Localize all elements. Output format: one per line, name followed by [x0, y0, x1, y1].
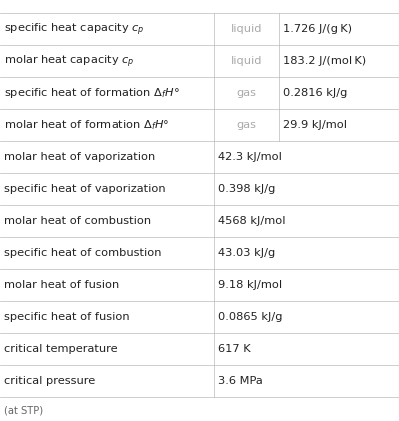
Text: 0.2816 kJ/g: 0.2816 kJ/g	[283, 88, 348, 98]
Text: gas: gas	[237, 120, 257, 130]
Text: molar heat capacity $c_p$: molar heat capacity $c_p$	[4, 53, 134, 69]
Text: specific heat of fusion: specific heat of fusion	[4, 312, 130, 322]
Text: 0.398 kJ/g: 0.398 kJ/g	[218, 184, 276, 194]
Text: molar heat of formation $\Delta_f H°$: molar heat of formation $\Delta_f H°$	[4, 118, 170, 132]
Text: 183.2 J/(mol K): 183.2 J/(mol K)	[283, 56, 366, 67]
Text: 3.6 MPa: 3.6 MPa	[218, 376, 263, 386]
Text: liquid: liquid	[231, 24, 263, 35]
Text: critical pressure: critical pressure	[4, 376, 95, 386]
Text: liquid: liquid	[231, 56, 263, 67]
Text: specific heat of combustion: specific heat of combustion	[4, 248, 162, 258]
Text: critical temperature: critical temperature	[4, 344, 118, 354]
Text: molar heat of vaporization: molar heat of vaporization	[4, 152, 155, 162]
Text: molar heat of combustion: molar heat of combustion	[4, 216, 151, 226]
Text: 43.03 kJ/g: 43.03 kJ/g	[218, 248, 275, 258]
Text: specific heat of vaporization: specific heat of vaporization	[4, 184, 166, 194]
Text: 0.0865 kJ/g: 0.0865 kJ/g	[218, 312, 283, 322]
Text: 29.9 kJ/mol: 29.9 kJ/mol	[283, 120, 347, 130]
Text: 9.18 kJ/mol: 9.18 kJ/mol	[218, 280, 282, 290]
Text: gas: gas	[237, 88, 257, 98]
Text: 42.3 kJ/mol: 42.3 kJ/mol	[218, 152, 282, 162]
Text: specific heat of formation $\Delta_f H°$: specific heat of formation $\Delta_f H°$	[4, 86, 180, 100]
Text: 1.726 J/(g K): 1.726 J/(g K)	[283, 24, 352, 35]
Text: 617 K: 617 K	[218, 344, 251, 354]
Text: (at STP): (at STP)	[4, 406, 43, 416]
Text: molar heat of fusion: molar heat of fusion	[4, 280, 119, 290]
Text: 4568 kJ/mol: 4568 kJ/mol	[218, 216, 286, 226]
Text: specific heat capacity $c_p$: specific heat capacity $c_p$	[4, 21, 144, 37]
